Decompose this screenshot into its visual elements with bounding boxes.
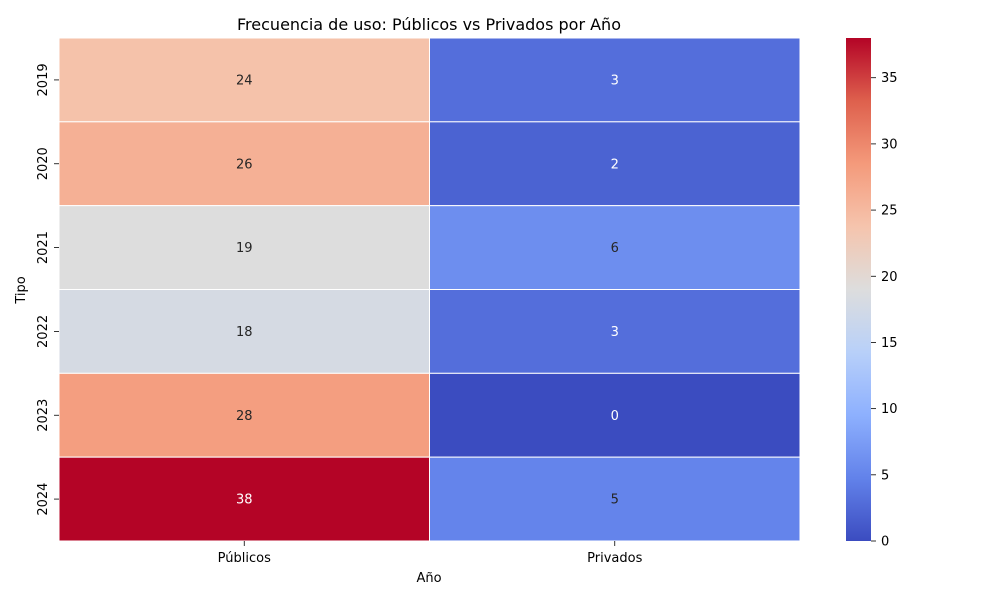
- heatmap-cell: [429, 121, 801, 207]
- cell-label: 5: [611, 493, 619, 508]
- cell-label: 19: [236, 241, 253, 256]
- cell-label: 26: [236, 157, 253, 172]
- heatmap-cell: [429, 37, 801, 123]
- y-tick-label: 2020: [36, 147, 51, 180]
- heatmap-cell: [58, 121, 430, 207]
- heatmap-cell: [429, 289, 801, 374]
- heatmap-cell: [429, 372, 801, 458]
- heatmap-cell: [429, 456, 801, 542]
- colorbar-tick-label: 35: [881, 71, 898, 86]
- heatmap-cell: [58, 205, 430, 291]
- heatmap-cell: [58, 37, 430, 123]
- colorbar-tick-label: 20: [881, 270, 898, 285]
- colorbar: [846, 38, 871, 541]
- heatmap-cell: [429, 205, 801, 291]
- colorbar-tick-label: 0: [881, 535, 889, 550]
- chart-title: Frecuencia de uso: Públicos vs Privados …: [237, 15, 621, 34]
- colorbar-tick-label: 15: [881, 336, 898, 351]
- cell-label: 3: [611, 73, 619, 88]
- cell-label: 18: [236, 325, 253, 340]
- x-tick-label: Públicos: [218, 551, 271, 566]
- x-axis-label: Año: [416, 571, 441, 586]
- colorbar-tick-label: 10: [881, 402, 898, 417]
- y-tick-label: 2023: [36, 399, 51, 432]
- y-axis: 2019 2020 2021 2022 2023 2024: [36, 63, 59, 516]
- cell-label: 2: [611, 157, 619, 172]
- x-axis: Públicos Privados: [218, 541, 643, 566]
- y-tick-label: 2024: [36, 483, 51, 516]
- colorbar-tick-label: 30: [881, 137, 898, 152]
- cell-label: 6: [611, 241, 619, 256]
- colorbar-axis: 0 5 10 15 20 25 30 35: [871, 71, 898, 550]
- y-tick-label: 2021: [36, 231, 51, 264]
- y-tick-label: 2019: [36, 63, 51, 96]
- y-tick-label: 2022: [36, 315, 51, 348]
- colorbar-tick-label: 5: [881, 468, 889, 483]
- cell-label: 0: [611, 409, 619, 424]
- heatmap-cells: 24 3 26 2 19 6 18 3 28 0 38 5: [58, 37, 801, 542]
- y-axis-label: Tipo: [14, 276, 29, 304]
- cell-label: 3: [611, 325, 619, 340]
- cell-label: 24: [236, 73, 253, 88]
- cell-label: 38: [236, 493, 253, 508]
- cell-label: 28: [236, 409, 253, 424]
- x-tick-label: Privados: [587, 551, 642, 566]
- colorbar-tick-label: 25: [881, 204, 898, 219]
